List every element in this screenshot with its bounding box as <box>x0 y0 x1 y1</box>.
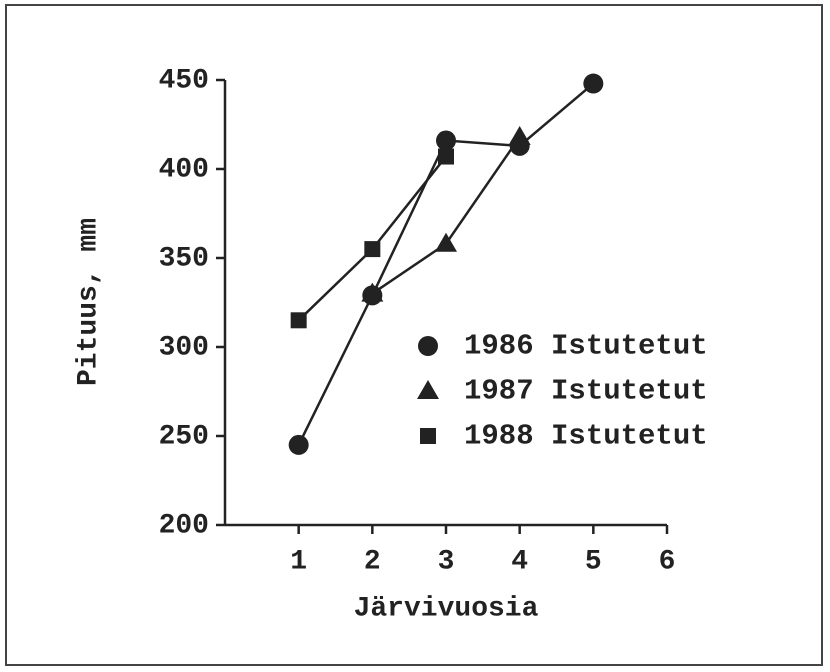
data-point <box>435 232 457 252</box>
legend-marker <box>420 428 436 444</box>
x-tick-label: 6 <box>659 546 676 577</box>
data-point <box>364 241 381 258</box>
data-point <box>438 148 454 165</box>
legend-label: 1986 Istutetut <box>464 330 708 363</box>
legend-marker <box>417 380 439 399</box>
x-axis-title: Järvivuosia <box>354 593 539 624</box>
legend-marker <box>418 336 438 356</box>
y-tick-label: 400 <box>159 154 209 185</box>
data-point <box>508 125 531 145</box>
legend-label: 1987 Istutetut <box>464 375 708 408</box>
data-point <box>290 312 307 329</box>
x-tick-label: 4 <box>511 546 528 577</box>
x-tick-label: 2 <box>364 546 381 577</box>
frame <box>5 4 823 666</box>
data-point <box>436 130 456 151</box>
y-tick-label: 200 <box>159 510 209 541</box>
y-tick-label: 250 <box>159 421 209 452</box>
data-point <box>361 282 384 302</box>
x-tick-label: 5 <box>585 546 602 577</box>
y-tick-label: 300 <box>159 332 209 363</box>
x-tick-label: 1 <box>290 546 307 577</box>
x-tick-label: 3 <box>438 546 455 577</box>
data-point <box>583 73 604 94</box>
y-tick-label: 450 <box>159 65 209 96</box>
y-tick-label: 350 <box>159 243 209 274</box>
data-point <box>288 434 309 455</box>
legend-label: 1988 Istutetut <box>464 420 708 453</box>
y-axis-title: Pituus, mm <box>73 218 104 386</box>
